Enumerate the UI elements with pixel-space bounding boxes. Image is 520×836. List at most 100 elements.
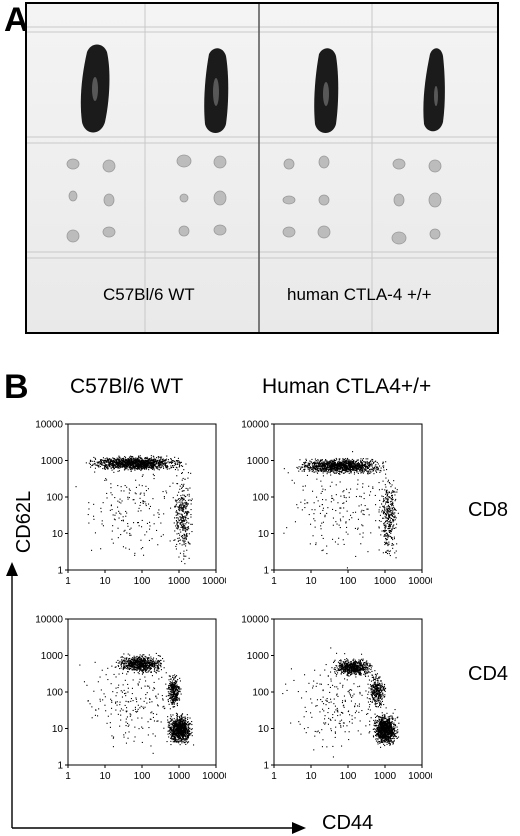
data-point	[315, 463, 317, 465]
data-point	[118, 465, 120, 467]
data-point	[141, 519, 143, 521]
data-point	[178, 532, 180, 534]
data-point	[383, 506, 385, 508]
data-point	[346, 567, 348, 569]
data-point	[125, 515, 127, 517]
data-point	[142, 460, 144, 462]
data-point	[133, 663, 135, 665]
data-point	[159, 463, 161, 465]
data-point	[167, 724, 169, 726]
data-point	[320, 470, 322, 472]
data-point	[134, 463, 136, 465]
data-point	[162, 466, 164, 468]
data-point	[138, 458, 140, 460]
data-point	[368, 472, 370, 474]
data-point	[346, 465, 348, 467]
data-point	[385, 473, 387, 475]
data-point	[355, 471, 357, 473]
data-point	[317, 461, 319, 463]
data-point	[341, 464, 343, 466]
data-point	[174, 499, 176, 501]
data-point	[160, 462, 162, 464]
data-point	[176, 522, 178, 524]
data-point	[149, 665, 151, 667]
data-point	[339, 462, 341, 464]
data-point	[384, 489, 386, 491]
data-point	[297, 467, 299, 469]
data-point	[383, 499, 385, 501]
data-point	[130, 660, 132, 662]
data-point	[103, 461, 105, 463]
data-point	[182, 540, 184, 542]
data-point	[141, 464, 143, 466]
data-point	[130, 459, 132, 461]
x-arrow-head	[292, 822, 306, 834]
data-point	[137, 458, 139, 460]
data-point	[128, 548, 130, 550]
data-point	[300, 466, 302, 468]
data-point	[117, 461, 119, 463]
x-tick-label: 10000	[202, 576, 226, 587]
data-point	[373, 468, 375, 470]
data-point	[182, 517, 184, 519]
data-point	[183, 529, 185, 531]
data-point	[175, 504, 177, 506]
data-point	[119, 464, 121, 466]
data-point	[176, 723, 178, 725]
data-point	[136, 468, 138, 470]
data-point	[185, 543, 187, 545]
data-point	[123, 659, 125, 661]
data-point	[362, 459, 364, 461]
data-point	[330, 474, 332, 476]
data-point	[341, 462, 343, 464]
data-point	[187, 489, 189, 491]
data-point	[376, 466, 378, 468]
data-point	[149, 666, 151, 668]
data-point	[120, 662, 122, 664]
data-point	[138, 466, 140, 468]
data-point	[379, 465, 381, 467]
data-point	[186, 494, 188, 496]
data-point	[141, 663, 143, 665]
data-point	[114, 458, 116, 460]
data-point	[119, 462, 121, 464]
data-point	[353, 466, 355, 468]
data-point	[341, 465, 343, 467]
data-point	[131, 458, 133, 460]
data-point	[181, 500, 183, 502]
data-point	[158, 668, 160, 670]
data-point	[364, 461, 366, 463]
data-point	[184, 735, 186, 737]
data-point	[181, 560, 183, 562]
data-point	[297, 507, 299, 509]
data-point	[331, 495, 333, 497]
data-point	[347, 533, 349, 535]
data-point	[95, 458, 97, 460]
data-point	[367, 467, 369, 469]
data-point	[143, 494, 145, 496]
data-point	[357, 483, 359, 485]
data-point	[321, 550, 323, 552]
data-point	[124, 464, 126, 466]
data-point	[92, 463, 94, 465]
data-point	[113, 461, 115, 463]
data-point	[308, 470, 310, 472]
data-point	[369, 469, 371, 471]
data-point	[110, 467, 112, 469]
data-point	[325, 463, 327, 465]
data-point	[178, 521, 180, 523]
data-point	[324, 471, 326, 473]
data-point	[148, 469, 150, 471]
data-point	[360, 472, 362, 474]
data-point	[315, 464, 317, 466]
data-point	[339, 512, 341, 514]
data-point	[177, 498, 179, 500]
data-point	[187, 734, 189, 736]
data-point	[391, 537, 393, 539]
data-point	[315, 544, 317, 546]
data-point	[362, 532, 364, 534]
data-point	[391, 508, 393, 510]
data-point	[341, 471, 343, 473]
data-point	[88, 502, 90, 504]
data-point	[362, 458, 364, 460]
